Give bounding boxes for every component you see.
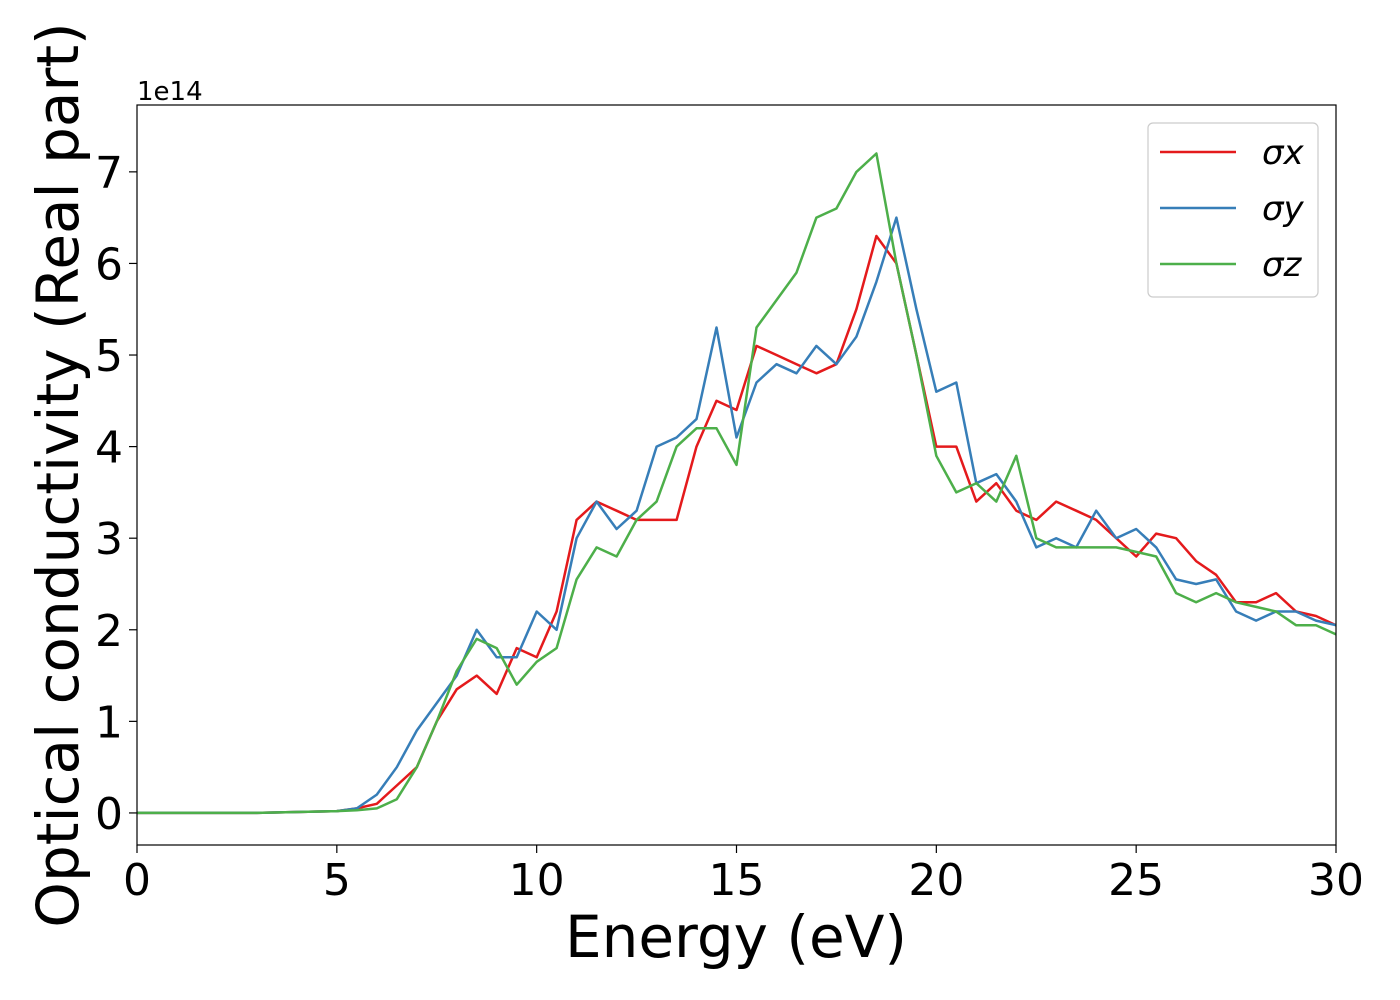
y-tick-label: 0 — [95, 789, 123, 840]
y-tick-label: 7 — [95, 148, 123, 199]
y-tick-label: 4 — [95, 423, 123, 474]
legend-label: σx — [1262, 133, 1305, 173]
x-tick-label: 30 — [1308, 855, 1364, 906]
y-tick-label: 6 — [95, 239, 123, 290]
y-tick-label: 2 — [95, 606, 123, 657]
series-line — [137, 234, 1336, 815]
series-line — [137, 152, 1336, 815]
legend-label: σy — [1262, 189, 1305, 229]
y-tick-label: 1 — [95, 697, 123, 748]
legend-label: σz — [1262, 245, 1303, 285]
legend-box — [1147, 122, 1319, 298]
plot-frame — [136, 104, 1337, 846]
series-line — [137, 216, 1336, 815]
x-tick-label: 10 — [509, 855, 565, 906]
x-tick-label: 25 — [1108, 855, 1164, 906]
x-tick-label: 0 — [123, 855, 151, 906]
x-tick-label: 15 — [709, 855, 765, 906]
y-tick-label: 3 — [95, 514, 123, 565]
x-axis-label: Energy (eV) — [565, 903, 907, 971]
y-axis-label: Optical conductivity (Real part) — [24, 22, 92, 927]
x-tick-label: 5 — [323, 855, 351, 906]
y-tick-label: 5 — [95, 331, 123, 382]
x-tick-label: 20 — [908, 855, 964, 906]
y-offset-label: 1e14 — [137, 77, 203, 107]
